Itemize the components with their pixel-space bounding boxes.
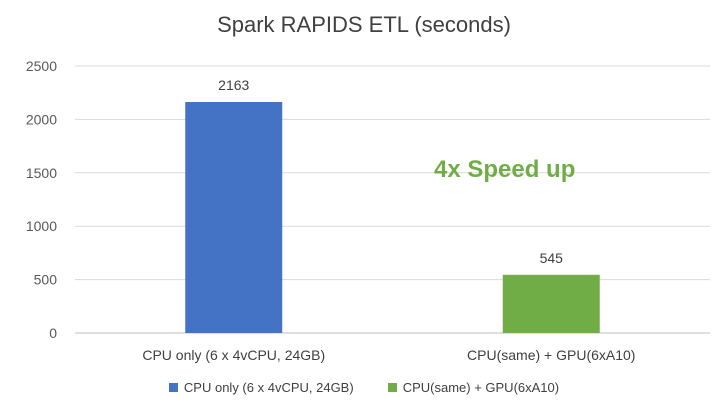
y-tick-label: 0 bbox=[49, 325, 57, 341]
y-tick-label: 500 bbox=[34, 272, 58, 288]
legend-item-cpu: CPU only (6 x 4vCPU, 24GB) bbox=[168, 380, 354, 395]
bar bbox=[502, 274, 600, 333]
y-tick-label: 1500 bbox=[26, 165, 57, 181]
chart-legend: CPU only (6 x 4vCPU, 24GB) CPU(same) + G… bbox=[0, 380, 728, 395]
data-label: 2163 bbox=[218, 77, 249, 93]
legend-label-gpu: CPU(same) + GPU(6xA10) bbox=[402, 380, 560, 395]
legend-item-gpu: CPU(same) + GPU(6xA10) bbox=[387, 380, 560, 395]
y-tick-label: 2500 bbox=[26, 58, 57, 74]
y-tick-label: 1000 bbox=[26, 218, 57, 234]
bar bbox=[185, 101, 283, 333]
legend-swatch-cpu bbox=[168, 383, 178, 392]
x-tick-label: CPU(same) + GPU(6xA10) bbox=[467, 347, 635, 363]
y-tick-label: 2000 bbox=[26, 111, 57, 127]
speedup-annotation: 4x Speed up bbox=[434, 156, 576, 183]
legend-label-cpu: CPU only (6 x 4vCPU, 24GB) bbox=[183, 380, 354, 395]
chart-title: Spark RAPIDS ETL (seconds) bbox=[217, 12, 511, 37]
legend-swatch-gpu bbox=[387, 383, 397, 392]
data-label: 545 bbox=[540, 250, 564, 266]
x-tick-label: CPU only (6 x 4vCPU, 24GB) bbox=[142, 347, 325, 363]
